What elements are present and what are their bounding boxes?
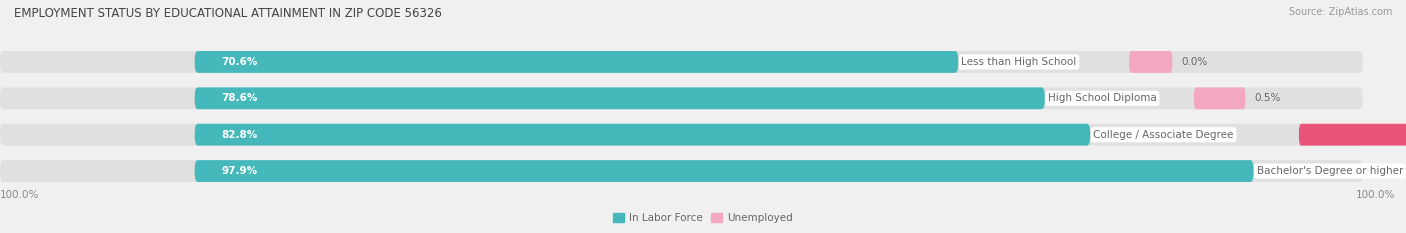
Text: College / Associate Degree: College / Associate Degree: [1094, 130, 1234, 140]
Text: 97.9%: 97.9%: [222, 166, 257, 176]
Text: 78.6%: 78.6%: [222, 93, 259, 103]
Text: 100.0%: 100.0%: [1355, 190, 1395, 200]
Text: 0.5%: 0.5%: [1254, 93, 1281, 103]
Text: High School Diploma: High School Diploma: [1047, 93, 1157, 103]
Legend: In Labor Force, Unemployed: In Labor Force, Unemployed: [613, 213, 793, 223]
FancyBboxPatch shape: [1129, 51, 1173, 73]
Text: EMPLOYMENT STATUS BY EDUCATIONAL ATTAINMENT IN ZIP CODE 56326: EMPLOYMENT STATUS BY EDUCATIONAL ATTAINM…: [14, 7, 441, 20]
Text: Bachelor's Degree or higher: Bachelor's Degree or higher: [1257, 166, 1403, 176]
FancyBboxPatch shape: [0, 51, 1362, 73]
FancyBboxPatch shape: [194, 160, 1254, 182]
FancyBboxPatch shape: [194, 124, 1090, 146]
FancyBboxPatch shape: [0, 87, 1362, 109]
Text: Less than High School: Less than High School: [962, 57, 1077, 67]
Text: 100.0%: 100.0%: [0, 190, 39, 200]
FancyBboxPatch shape: [1299, 124, 1406, 146]
Text: 82.8%: 82.8%: [222, 130, 257, 140]
FancyBboxPatch shape: [1194, 87, 1246, 109]
FancyBboxPatch shape: [194, 51, 959, 73]
Text: Source: ZipAtlas.com: Source: ZipAtlas.com: [1288, 7, 1392, 17]
FancyBboxPatch shape: [0, 160, 1362, 182]
Text: 70.6%: 70.6%: [222, 57, 259, 67]
Text: 0.0%: 0.0%: [1181, 57, 1208, 67]
FancyBboxPatch shape: [194, 87, 1045, 109]
FancyBboxPatch shape: [0, 124, 1362, 146]
